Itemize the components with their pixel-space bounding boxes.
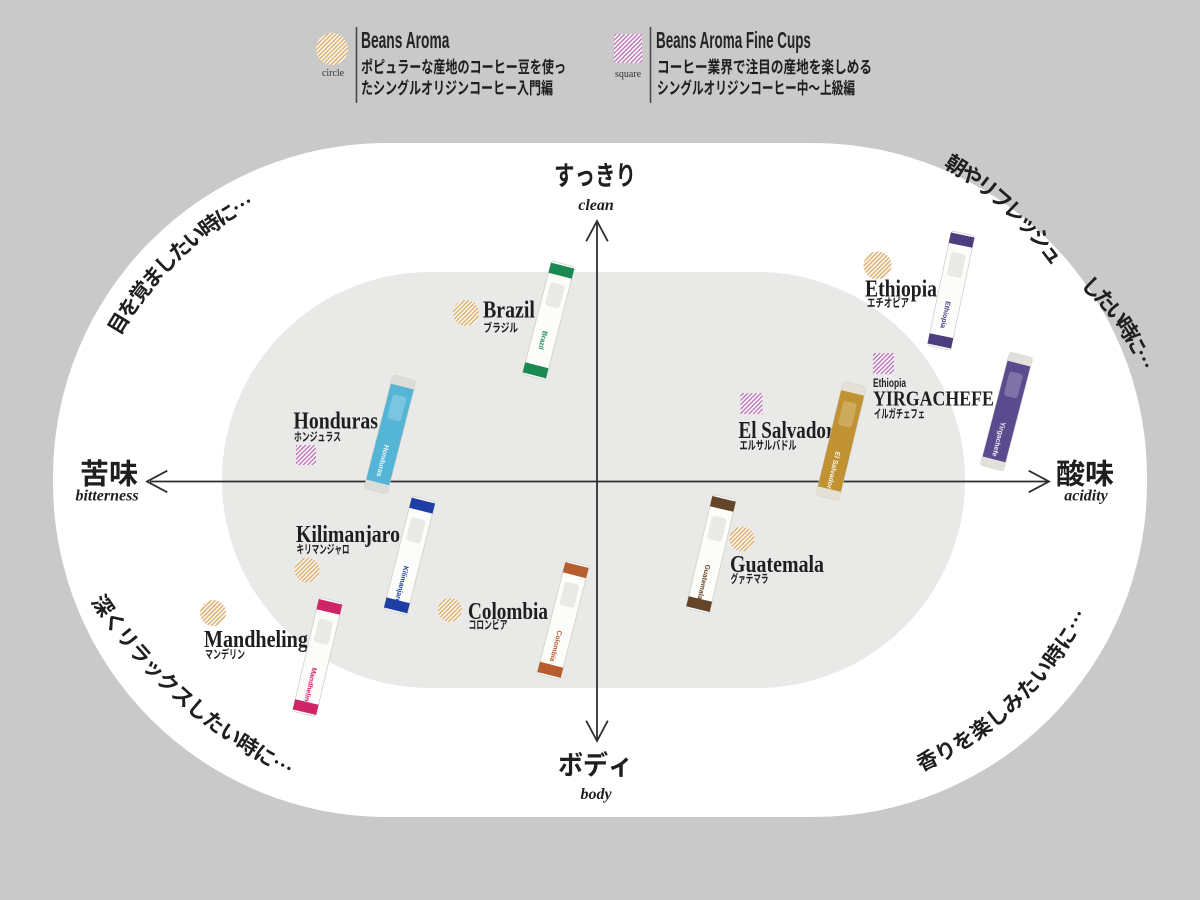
svg-text:YIRGACHEFE: YIRGACHEFE (873, 387, 994, 411)
svg-text:Colombia: Colombia (468, 598, 548, 625)
svg-text:square: square (615, 69, 642, 80)
svg-text:Ethiopia: Ethiopia (865, 275, 937, 302)
svg-text:acidity: acidity (1064, 488, 1108, 505)
svg-text:Brazil: Brazil (483, 296, 535, 323)
svg-text:bitterness: bitterness (75, 488, 138, 505)
svg-text:Beans Aroma Fine Cups: Beans Aroma Fine Cups (656, 27, 811, 53)
svg-text:El Salvador: El Salvador (739, 417, 835, 444)
svg-text:Kilimanjaro: Kilimanjaro (296, 520, 400, 547)
svg-text:body: body (580, 786, 612, 803)
svg-text:Beans Aroma: Beans Aroma (361, 29, 450, 54)
svg-text:Ethiopia: Ethiopia (873, 378, 906, 391)
svg-text:Mandheling: Mandheling (204, 625, 308, 652)
svg-text:circle: circle (322, 68, 345, 79)
svg-text:Guatemala: Guatemala (730, 550, 824, 577)
svg-text:Brazil: Brazil (536, 330, 548, 350)
svg-text:Honduras: Honduras (294, 407, 379, 434)
svg-text:clean: clean (578, 197, 614, 214)
